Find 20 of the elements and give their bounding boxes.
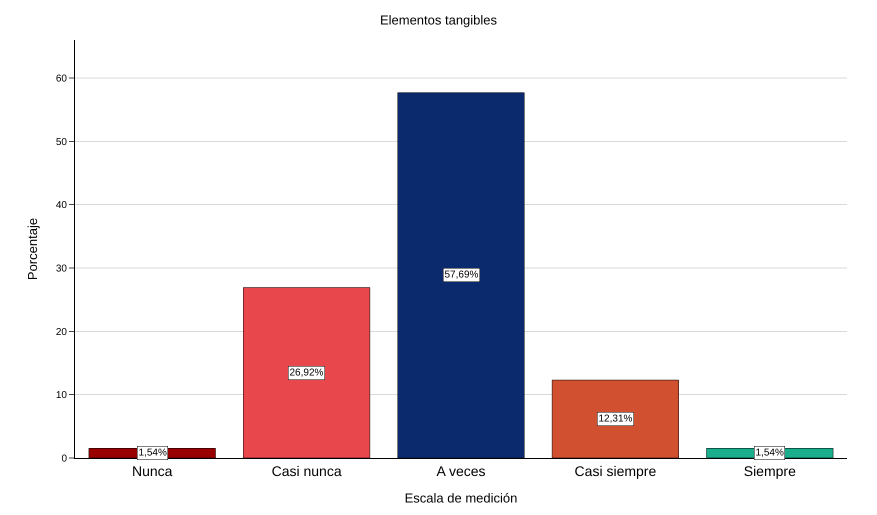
- y-tick-label: 10: [56, 390, 68, 402]
- x-axis-title: Escala de medición: [404, 490, 518, 506]
- x-tick-label: A veces: [436, 462, 486, 479]
- data-label: 1,54%: [138, 448, 167, 458]
- y-tick-label: 0: [61, 454, 68, 464]
- x-tick-label: Nunca: [132, 462, 173, 479]
- data-label: 26,92%: [290, 368, 324, 378]
- x-tick-label: Casi nunca: [272, 462, 342, 479]
- y-tick-label: 60: [56, 74, 68, 84]
- data-label: 12,31%: [598, 414, 633, 424]
- y-tick-label: 20: [56, 326, 68, 338]
- y-axis-title: Porcentaje: [24, 218, 40, 280]
- x-tick-label: Siempre: [744, 462, 796, 479]
- chart-title: Elementos tangibles: [380, 12, 498, 28]
- data-label: 1,54%: [756, 448, 784, 458]
- y-tick-label: 30: [56, 264, 68, 274]
- x-tick-label: Casi siempre: [574, 462, 656, 479]
- y-tick-label: 50: [56, 136, 68, 148]
- y-tick-label: 40: [56, 200, 68, 212]
- data-label: 57,69%: [444, 270, 479, 280]
